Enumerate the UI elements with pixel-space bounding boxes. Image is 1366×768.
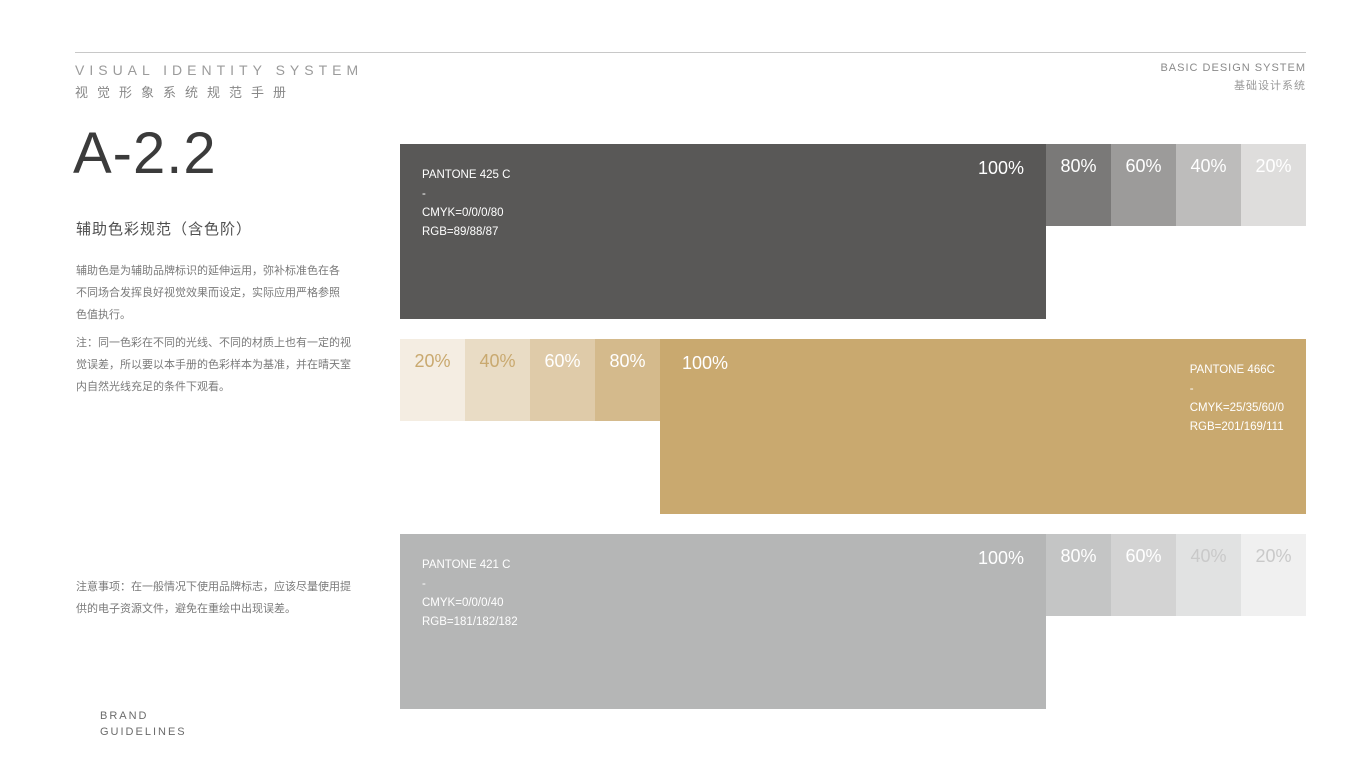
section-desc-3: 注意事项：在一般情况下使用品牌标志，应该尽量使用提供的电子资源文件，避免在重绘中… (76, 576, 356, 620)
section-title: 辅助色彩规范（含色阶） (76, 218, 252, 239)
palette-row: PANTONE 421 C-CMYK=0/0/0/40RGB=181/182/1… (400, 534, 1306, 709)
swatch-info: PANTONE 421 C-CMYK=0/0/0/40RGB=181/182/1… (422, 556, 518, 632)
tint-swatch: 80% (1046, 144, 1111, 226)
main-swatch: PANTONE 466C-CMYK=25/35/60/0RGB=201/169/… (660, 339, 1306, 514)
tint-swatch: 80% (595, 339, 660, 421)
swatch-strip: PANTONE 425 C-CMYK=0/0/0/80RGB=89/88/87 1… (400, 144, 1306, 319)
tint-swatch: 20% (400, 339, 465, 421)
tint-swatch: 40% (1176, 144, 1241, 226)
swatch-info-dash: - (1190, 380, 1284, 399)
footer: BRAND GUIDELINES (100, 708, 187, 740)
swatch-info: PANTONE 466C-CMYK=25/35/60/0RGB=201/169/… (1190, 361, 1284, 437)
palette-row: 20%40%60%80% PANTONE 466C-CMYK=25/35/60/0… (400, 339, 1306, 514)
header-title-en: VISUAL IDENTITY SYSTEM (75, 62, 363, 78)
palette-area: PANTONE 425 C-CMYK=0/0/0/80RGB=89/88/871… (400, 144, 1306, 729)
swatch-info-dash: - (422, 185, 510, 204)
section-desc-2: 注：同一色彩在不同的光线、不同的材质上也有一定的视觉误差，所以要以本手册的色彩样… (76, 332, 356, 398)
main-swatch-pct: 100% (682, 353, 728, 374)
footer-line1: BRAND (100, 708, 187, 724)
header-right-en: BASIC DESIGN SYSTEM (1160, 62, 1306, 74)
header-title-cn: 视觉形象系统规范手册 (75, 82, 363, 101)
main-swatch-pct: 100% (978, 548, 1024, 569)
swatch-info: PANTONE 425 C-CMYK=0/0/0/80RGB=89/88/87 (422, 166, 510, 242)
swatch-info-pantone: PANTONE 425 C (422, 166, 510, 185)
tint-swatch: 60% (1111, 534, 1176, 616)
header-right: BASIC DESIGN SYSTEM 基础设计系统 (1160, 62, 1306, 93)
tint-swatch: 80% (1046, 534, 1111, 616)
swatch-info-cmyk: CMYK=0/0/0/80 (422, 204, 510, 223)
swatch-info-dash: - (422, 575, 518, 594)
swatch-info-rgb: RGB=201/169/111 (1190, 418, 1284, 437)
tint-swatch: 20% (1241, 534, 1306, 616)
tint-swatch: 20% (1241, 144, 1306, 226)
main-swatch-pct: 100% (978, 158, 1024, 179)
palette-row: PANTONE 425 C-CMYK=0/0/0/80RGB=89/88/87 1… (400, 144, 1306, 319)
header-left: VISUAL IDENTITY SYSTEM 视觉形象系统规范手册 (75, 62, 363, 101)
tint-swatch: 60% (530, 339, 595, 421)
header-right-cn: 基础设计系统 (1160, 77, 1306, 93)
header-divider (75, 52, 1306, 53)
tint-swatch: 40% (465, 339, 530, 421)
section-code: A-2.2 (73, 120, 217, 187)
tint-swatch: 40% (1176, 534, 1241, 616)
footer-line2: GUIDELINES (100, 724, 187, 740)
main-swatch: PANTONE 421 C-CMYK=0/0/0/40RGB=181/182/1… (400, 534, 1046, 709)
section-desc-1: 辅助色是为辅助品牌标识的延伸运用，弥补标准色在各不同场合发挥良好视觉效果而设定，… (76, 260, 346, 326)
swatch-info-cmyk: CMYK=0/0/0/40 (422, 594, 518, 613)
swatch-info-cmyk: CMYK=25/35/60/0 (1190, 399, 1284, 418)
swatch-strip: 20%40%60%80% PANTONE 466C-CMYK=25/35/60/0… (400, 339, 1306, 514)
page: VISUAL IDENTITY SYSTEM 视觉形象系统规范手册 BASIC … (0, 0, 1366, 768)
swatch-info-pantone: PANTONE 421 C (422, 556, 518, 575)
tint-swatch: 60% (1111, 144, 1176, 226)
swatch-info-rgb: RGB=89/88/87 (422, 223, 510, 242)
swatch-info-pantone: PANTONE 466C (1190, 361, 1284, 380)
swatch-strip: PANTONE 421 C-CMYK=0/0/0/40RGB=181/182/1… (400, 534, 1306, 709)
swatch-info-rgb: RGB=181/182/182 (422, 613, 518, 632)
main-swatch: PANTONE 425 C-CMYK=0/0/0/80RGB=89/88/87 1… (400, 144, 1046, 319)
